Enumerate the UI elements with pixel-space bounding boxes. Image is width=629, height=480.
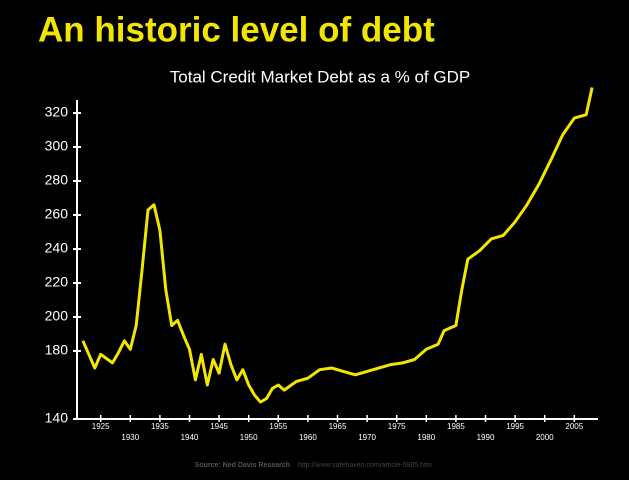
- x-tick-label: 1995: [506, 422, 524, 431]
- source: Source: Ned Davis Research: [195, 462, 290, 469]
- x-tick-label: 1940: [181, 433, 199, 442]
- x-tick-label: 1980: [417, 433, 435, 442]
- chart-subtitle: Total Credit Market Debt as a % of GDP: [170, 67, 470, 86]
- x-tick-label: 1945: [210, 422, 228, 431]
- x-tick-label: 2000: [536, 433, 554, 442]
- y-tick-label: 180: [45, 342, 69, 358]
- x-tick-label: 1935: [151, 422, 169, 431]
- source-url: http://www.safehaven.com/article-5905.ht…: [298, 462, 432, 469]
- x-tick-label: 1965: [329, 422, 347, 431]
- y-tick-label: 200: [45, 308, 69, 324]
- x-tick-label: 1970: [358, 433, 376, 442]
- x-tick-label: 1985: [447, 422, 465, 431]
- x-tick-label: 1925: [92, 422, 110, 431]
- y-tick-label: 220: [45, 274, 69, 290]
- y-tick-label: 140: [45, 410, 69, 426]
- y-tick-label: 260: [45, 206, 69, 222]
- y-tick-label: 280: [45, 172, 69, 188]
- y-tick-label: 240: [45, 240, 69, 256]
- x-tick-label: 1955: [269, 422, 287, 431]
- x-tick-label: 1950: [240, 433, 258, 442]
- y-tick-label: 300: [45, 138, 69, 154]
- x-tick-label: 2005: [565, 422, 583, 431]
- x-tick-label: 1930: [121, 433, 139, 442]
- y-tick-label: 320: [45, 104, 69, 120]
- x-tick-label: 1960: [299, 433, 317, 442]
- x-tick-label: 1975: [388, 422, 406, 431]
- line: [81, 87, 594, 404]
- x-tick-label: 1990: [477, 433, 495, 442]
- chart-title: An historic level of debt: [38, 10, 435, 49]
